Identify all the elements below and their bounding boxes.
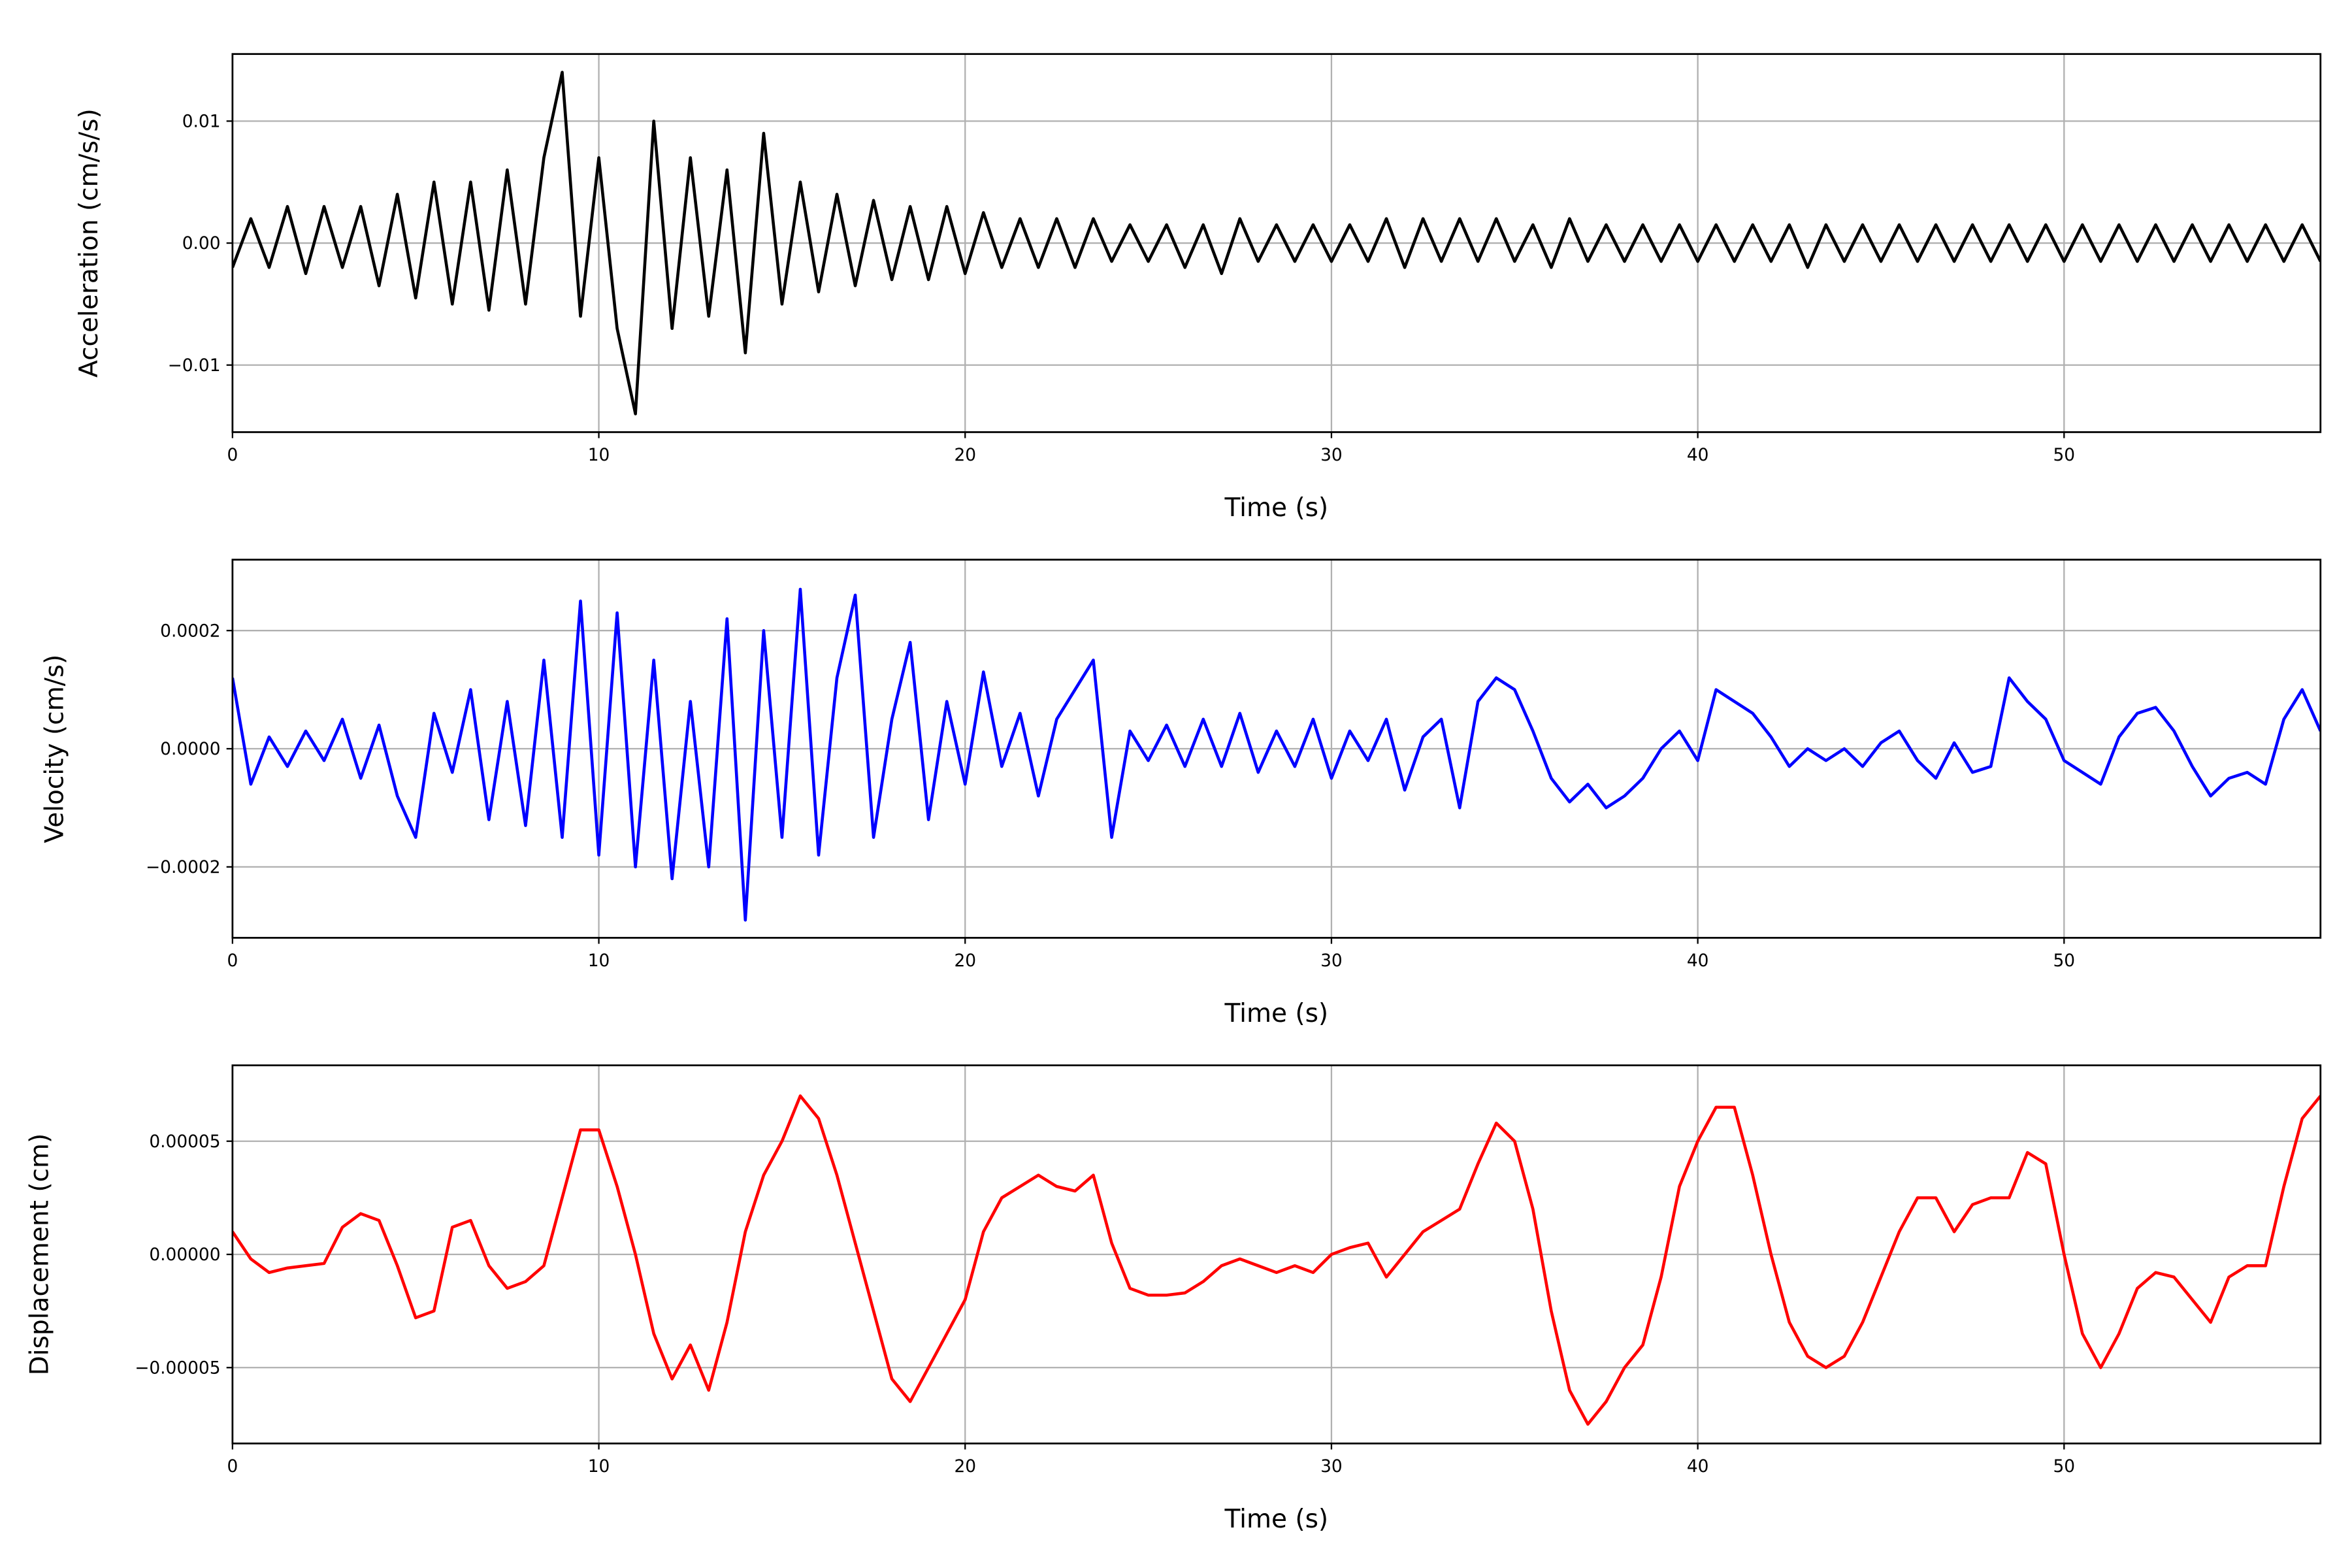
axes-frame	[231, 53, 2322, 433]
plot-area	[232, 71, 2321, 416]
y-tick-label: 0.00000	[149, 1245, 220, 1265]
x-tick-label: 10	[588, 445, 610, 465]
x-tick-label: 20	[954, 445, 976, 465]
x-tick-label: 50	[2053, 445, 2076, 465]
y-tick-label: −0.0002	[146, 857, 220, 877]
x-axis-label: Time (s)	[1224, 1505, 1329, 1534]
x-tick-label: 40	[1687, 951, 1709, 971]
axes-frame	[231, 559, 2322, 939]
data-line	[232, 1094, 2321, 1426]
x-axis-label: Time (s)	[1224, 493, 1329, 523]
data-line	[232, 71, 2321, 416]
y-axis-label: Velocity (cm/s)	[40, 655, 69, 843]
x-tick-label: 40	[1687, 445, 1709, 465]
x-tick-label: 10	[588, 1456, 610, 1477]
y-tick-label: 0.01	[182, 112, 221, 132]
x-axis-label: Time (s)	[1224, 999, 1329, 1028]
x-tick-label: 20	[954, 1456, 976, 1477]
y-tick-label: 0.00005	[149, 1132, 220, 1152]
y-axis-label: Acceleration (cm/s/s)	[74, 108, 104, 378]
x-tick-label: 50	[2053, 951, 2076, 971]
y-tick-label: −0.00005	[135, 1358, 220, 1378]
plot-area	[232, 587, 2321, 922]
y-tick-label: −0.01	[168, 355, 221, 376]
x-tick-label: 30	[1320, 445, 1343, 465]
x-tick-label: 10	[588, 951, 610, 971]
x-tick-label: 20	[954, 951, 976, 971]
x-tick-label: 30	[1320, 1456, 1343, 1477]
x-tick-label: 0	[227, 1456, 238, 1477]
y-tick-label: 0.0002	[160, 621, 220, 641]
axes-frame	[231, 1064, 2322, 1445]
x-tick-label: 40	[1687, 1456, 1709, 1477]
y-tick-label: 0.0000	[160, 739, 220, 759]
y-axis-label: Displacement (cm)	[25, 1134, 54, 1376]
x-tick-label: 30	[1320, 951, 1343, 971]
x-tick-label: 50	[2053, 1456, 2076, 1477]
y-tick-label: 0.00	[182, 233, 221, 253]
plot-area	[232, 1094, 2321, 1426]
data-line	[232, 587, 2321, 922]
x-tick-label: 0	[227, 445, 238, 465]
x-tick-label: 0	[227, 951, 238, 971]
